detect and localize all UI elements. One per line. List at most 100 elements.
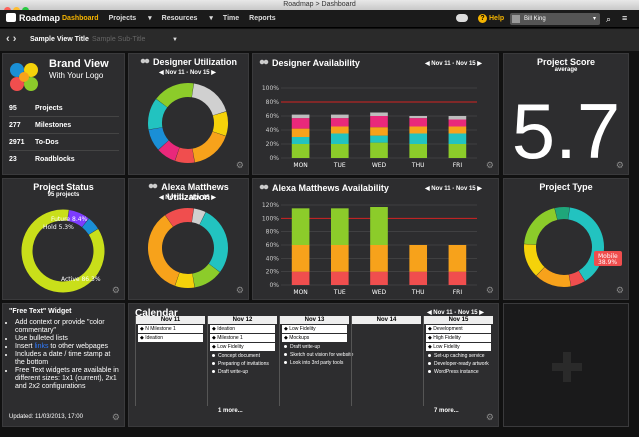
alexa-availability-range[interactable]: ◀ Nov 11 - Nov 15 ▶ bbox=[425, 186, 482, 192]
view-nav-arrows[interactable]: ‹ › bbox=[6, 33, 16, 45]
add-widget-slot[interactable] bbox=[503, 303, 629, 427]
donut-slice[interactable] bbox=[21, 209, 105, 293]
donut-slice[interactable] bbox=[536, 267, 571, 287]
donut-slice[interactable] bbox=[192, 131, 226, 163]
donut-slice[interactable] bbox=[212, 111, 228, 136]
bar-segment[interactable] bbox=[409, 126, 428, 134]
bar-segment[interactable] bbox=[291, 245, 310, 272]
donut-slice[interactable] bbox=[81, 218, 98, 235]
help-button[interactable]: ? Help bbox=[478, 14, 504, 23]
chevron-right-icon[interactable]: › bbox=[12, 33, 17, 45]
donut-slice[interactable] bbox=[165, 208, 194, 227]
calendar-event[interactable]: ◆ Mockups bbox=[282, 334, 347, 342]
calendar-todo[interactable]: Sketch out vision for website bbox=[282, 352, 353, 358]
donut-slice[interactable] bbox=[554, 207, 570, 220]
calendar-event[interactable]: ◆ N Milestone 1 bbox=[138, 325, 203, 333]
bar-segment[interactable] bbox=[448, 133, 467, 145]
calendar-event[interactable]: ◆ Low Fidelity bbox=[210, 343, 275, 351]
stat-row[interactable]: 23 Roadblocks bbox=[9, 156, 75, 163]
gear-icon[interactable]: ⚙ bbox=[485, 412, 494, 422]
bar-segment[interactable] bbox=[330, 271, 349, 285]
bar-segment[interactable] bbox=[370, 116, 388, 128]
calendar-event[interactable]: ◆ High Fidelity bbox=[426, 334, 491, 342]
cloud-icon[interactable] bbox=[456, 14, 468, 22]
menu-icon[interactable]: ≡ bbox=[622, 13, 628, 23]
nav-projects[interactable]: Projects ▾ bbox=[108, 15, 152, 22]
bar-segment[interactable] bbox=[330, 118, 349, 127]
bar-segment[interactable] bbox=[291, 118, 310, 129]
calendar-todo[interactable]: Draft write-up bbox=[210, 369, 275, 375]
bar-segment[interactable] bbox=[370, 142, 388, 158]
calendar-event[interactable]: ◆ Development bbox=[426, 325, 491, 333]
bar-segment[interactable] bbox=[370, 271, 388, 285]
donut-slice[interactable] bbox=[148, 99, 168, 130]
designer-utilization-range[interactable]: ◀ Nov 11 - Nov 15 ▶ bbox=[159, 70, 216, 76]
bar-segment[interactable] bbox=[409, 271, 428, 285]
gear-icon[interactable]: ⚙ bbox=[485, 160, 494, 170]
gear-icon[interactable]: ⚙ bbox=[235, 285, 244, 295]
bar-segment[interactable] bbox=[291, 144, 310, 158]
user-menu[interactable]: Bill King ▾ bbox=[510, 13, 600, 25]
bar-segment[interactable] bbox=[291, 114, 310, 119]
calendar-range[interactable]: ◀ Nov 11 - Nov 15 ▶ bbox=[427, 310, 484, 316]
donut-slice[interactable] bbox=[158, 140, 180, 161]
calendar-todo[interactable]: Set-up caching service bbox=[426, 353, 491, 359]
bar-segment[interactable] bbox=[448, 116, 467, 120]
calendar-event[interactable]: ◆ Ideation bbox=[210, 325, 275, 333]
calendar-event[interactable]: ◆ Milestone 1 bbox=[210, 334, 275, 342]
donut-slice[interactable] bbox=[524, 208, 558, 246]
gear-icon[interactable]: ⚙ bbox=[235, 160, 244, 170]
calendar-todo[interactable]: Look into 3rd party tools bbox=[282, 360, 347, 366]
alexa-utilization-range[interactable]: ◀ Nov 11 - Nov 15 ▶ bbox=[159, 195, 216, 201]
chevron-left-icon[interactable]: ‹ bbox=[6, 33, 10, 45]
gear-icon[interactable]: ⚙ bbox=[111, 412, 120, 422]
calendar-todo[interactable]: Developer-ready artwork bbox=[426, 361, 491, 367]
donut-slice[interactable] bbox=[192, 263, 220, 288]
bar-segment[interactable] bbox=[370, 207, 388, 245]
nav-reports[interactable]: Reports bbox=[249, 15, 276, 22]
bar-segment[interactable] bbox=[330, 144, 349, 158]
calendar-todo[interactable]: Draft write-up bbox=[282, 344, 347, 350]
bar-segment[interactable] bbox=[291, 128, 310, 137]
donut-slice[interactable] bbox=[67, 209, 89, 228]
stat-row[interactable]: 277 Milestones bbox=[9, 117, 119, 134]
calendar-event[interactable]: ◆ Low Fidelity bbox=[282, 325, 347, 333]
calendar-todo[interactable]: Preparing of invitations bbox=[210, 361, 275, 367]
bar-segment[interactable] bbox=[330, 126, 349, 134]
donut-slice[interactable] bbox=[148, 127, 169, 150]
bar-segment[interactable] bbox=[291, 137, 310, 144]
donut-slice[interactable] bbox=[148, 215, 180, 286]
add-icon[interactable] bbox=[552, 352, 582, 382]
bar-segment[interactable] bbox=[330, 133, 349, 145]
nav-resources[interactable]: Resources ▾ bbox=[161, 15, 213, 22]
donut-slice[interactable] bbox=[568, 270, 585, 287]
view-dropdown-icon[interactable]: ▼ bbox=[172, 37, 178, 43]
donut-slice[interactable] bbox=[191, 83, 227, 116]
gear-icon[interactable]: ⚙ bbox=[485, 285, 494, 295]
free-text-link[interactable]: links bbox=[34, 343, 49, 350]
bar-segment[interactable] bbox=[370, 245, 388, 272]
bar-segment[interactable] bbox=[448, 245, 467, 272]
calendar-more-link[interactable]: 7 more... bbox=[434, 408, 459, 414]
nav-time[interactable]: Time bbox=[222, 15, 240, 22]
calendar-event[interactable]: ◆ Ideation bbox=[138, 334, 203, 342]
bar-segment[interactable] bbox=[409, 245, 428, 272]
donut-slice[interactable] bbox=[156, 83, 194, 108]
bar-segment[interactable] bbox=[330, 245, 349, 272]
bar-segment[interactable] bbox=[291, 208, 310, 245]
donut-slice[interactable] bbox=[175, 272, 195, 288]
bar-segment[interactable] bbox=[448, 119, 467, 127]
gear-icon[interactable]: ⚙ bbox=[615, 160, 624, 170]
nav-dashboard[interactable]: Dashboard bbox=[62, 15, 99, 22]
bar-segment[interactable] bbox=[448, 144, 467, 158]
calendar-todo[interactable]: WordPress instance bbox=[426, 369, 491, 375]
search-icon[interactable]: ⌕ bbox=[606, 14, 612, 24]
bar-segment[interactable] bbox=[370, 135, 388, 143]
bar-segment[interactable] bbox=[330, 208, 349, 245]
donut-slice[interactable] bbox=[199, 212, 228, 272]
bar-segment[interactable] bbox=[448, 126, 467, 134]
app-logo[interactable]: Roadmap bbox=[6, 13, 60, 23]
bar-segment[interactable] bbox=[409, 144, 428, 158]
gear-icon[interactable]: ⚙ bbox=[111, 285, 120, 295]
bar-segment[interactable] bbox=[370, 112, 388, 117]
